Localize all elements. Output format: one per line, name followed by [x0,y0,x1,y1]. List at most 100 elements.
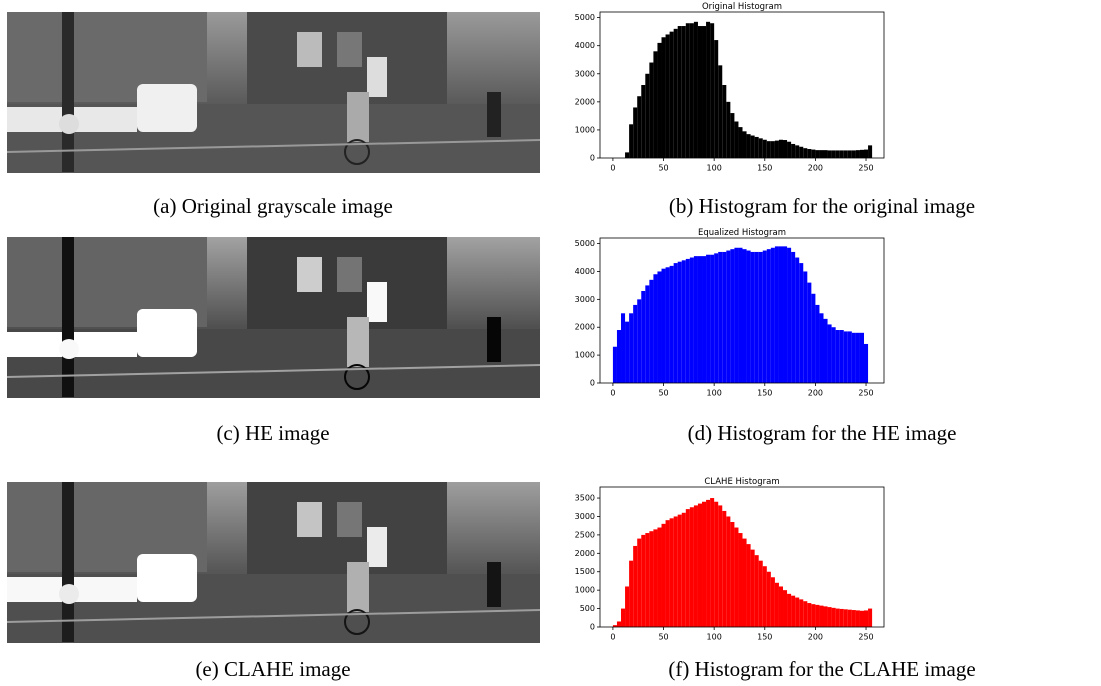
histogram-bar [645,73,650,158]
histogram-bar [673,516,678,627]
histogram-bar [742,249,747,383]
histogram-bar [807,149,812,158]
histogram-bar [649,531,654,627]
histogram-bar [665,267,670,383]
histogram-bar [616,330,622,383]
histogram-bar [839,330,844,383]
histogram-bar [791,251,796,383]
x-tick-label: 200 [808,164,823,173]
histogram-bar [734,527,739,627]
histogram-bar [815,304,820,383]
histogram-bar [766,571,771,627]
histogram-bar [673,263,678,383]
histogram-bar [734,121,739,158]
histogram-bar [681,26,686,158]
histogram-bar [811,293,816,383]
plot-frame [599,237,885,384]
histogram-bar [803,271,808,383]
histogram-bar [835,608,840,627]
caption: (e) CLAHE image [195,657,350,681]
y-tick-label: 5000 [575,13,595,22]
histogram-bar [702,26,707,158]
histogram-bar [855,610,860,627]
histogram-bar [859,332,865,383]
histogram-bar [661,268,666,383]
x-tick-label: 100 [707,389,722,398]
histogram-bar [722,85,727,158]
histogram-bar [791,595,796,627]
histogram-bar [645,285,650,383]
histogram-bar [685,509,690,627]
y-tick-label: 1000 [575,125,595,134]
histogram-bar [669,31,674,158]
histogram-bar [681,512,686,627]
histogram-bar [726,516,731,627]
y-tick-label: 1000 [575,586,595,595]
x-tick-label: 250 [858,164,873,173]
histogram-bar [714,40,719,159]
x-tick-label: 50 [658,164,668,173]
histogram-bar [823,606,828,627]
histogram-bar [689,23,694,158]
histogram-bar [653,51,658,158]
histogram-bar [795,257,800,383]
histogram-bar [807,282,812,383]
histogram-bar [641,85,646,158]
histogram-bar [629,124,634,158]
histogram-bar [839,608,844,627]
histogram-bar [677,26,682,158]
histogram-bar [758,560,763,627]
he-image [7,237,540,398]
histogram-bar [754,251,759,383]
histogram-bar [722,251,727,383]
histogram-bar [787,247,792,383]
y-tick-label: 3500 [575,494,595,503]
histogram-bar [754,555,759,627]
histogram-bar [738,247,743,383]
histogram-bar [843,150,848,158]
histogram-bar [754,136,759,158]
histogram-bar [787,593,792,627]
histogram-bar [681,260,686,383]
histogram-bar [649,62,654,158]
histogram-bar [625,152,630,158]
histogram-bar [815,150,820,158]
x-tick-label: 0 [610,633,615,642]
histogram-bar [621,608,626,627]
y-tick-label: 3000 [575,295,595,304]
histogram-bar [621,313,626,383]
y-tick-label: 2500 [575,530,595,539]
chart-title: Original Histogram [702,2,782,12]
histogram-bar [697,503,703,627]
histogram-bar [746,544,751,627]
histogram-bar [831,607,836,627]
histogram-bar [783,140,788,158]
histogram-bar [669,265,674,383]
histogram-bar [819,313,824,383]
y-tick-label: 2000 [575,549,595,558]
clahe-image [7,482,540,643]
histogram-bar [657,42,662,159]
histogram-bar [847,150,852,158]
histogram-bar [787,141,792,158]
histogram-bar [851,610,856,627]
histogram-bar [685,23,690,158]
histogram-bar [851,150,856,158]
histogram-bar [847,609,852,627]
histogram-bar [633,304,638,383]
histogram-bar [653,529,658,627]
caption: (b) Histogram for the original image [669,194,975,218]
histogram-bar [831,150,836,158]
x-tick-label: 150 [757,633,772,642]
histogram-bar [641,290,646,383]
histogram-bar [774,140,779,158]
histogram-bar [637,538,642,627]
histogram-bar [718,505,723,627]
histogram-bar [661,523,666,627]
histogram-bar [819,150,824,158]
histogram-bar [612,625,617,627]
histogram-bar [633,545,638,627]
histogram-bar [633,107,638,158]
histogram-bar [823,318,828,383]
plot-frame [599,11,885,159]
